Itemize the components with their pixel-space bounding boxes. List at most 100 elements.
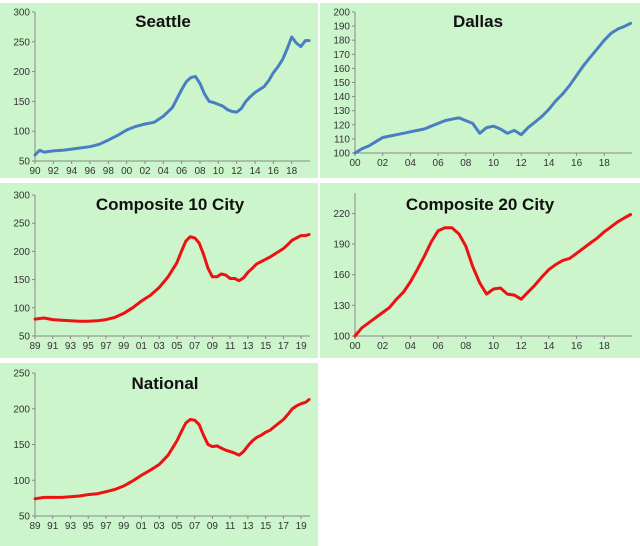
y-tick-label: 200: [333, 8, 350, 19]
y-tick-label: 100: [333, 332, 350, 343]
x-tick-label: 12: [516, 341, 528, 352]
x-tick-label: 90: [29, 166, 41, 177]
x-tick-label: 89: [29, 521, 41, 532]
x-tick-label: 94: [66, 166, 78, 177]
x-tick-label: 93: [65, 521, 77, 532]
y-tick-label: 50: [19, 332, 31, 343]
y-tick-label: 200: [13, 67, 30, 78]
x-tick-label: 91: [47, 521, 59, 532]
x-tick-label: 10: [488, 341, 500, 352]
y-tick-label: 100: [13, 476, 30, 487]
chart-title: Composite 20 City: [406, 195, 555, 214]
x-tick-label: 02: [377, 341, 389, 352]
x-tick-label: 98: [103, 166, 115, 177]
x-tick-label: 16: [268, 166, 280, 177]
x-tick-label: 08: [194, 166, 206, 177]
y-tick-label: 300: [13, 8, 30, 19]
series-line: [33, 35, 311, 157]
x-tick-label: 06: [176, 166, 188, 177]
x-tick-label: 95: [83, 521, 95, 532]
y-tick-label: 100: [13, 303, 30, 314]
y-tick-label: 150: [333, 78, 350, 89]
x-tick-label: 16: [571, 158, 583, 169]
x-tick-label: 14: [543, 158, 555, 169]
x-tick-label: 00: [349, 341, 361, 352]
series-line: [353, 21, 633, 155]
x-tick-label: 04: [405, 158, 417, 169]
x-tick-label: 00: [349, 158, 361, 169]
y-tick-label: 220: [333, 209, 350, 220]
x-tick-label: 15: [260, 521, 272, 532]
x-tick-label: 19: [296, 341, 308, 352]
x-tick-label: 02: [139, 166, 151, 177]
x-tick-label: 17: [278, 521, 290, 532]
x-tick-label: 11: [225, 341, 236, 352]
y-tick-label: 200: [13, 247, 30, 258]
x-tick-label: 07: [189, 521, 201, 532]
chart-svg: 50 100 150 200 250 300 90 92 94 96 98 00 02 04 06 08 10 1…: [13, 8, 311, 177]
y-tick-label: 160: [333, 64, 350, 75]
x-tick-label: 01: [136, 521, 148, 532]
series-line: [353, 213, 633, 338]
x-tick-label: 16: [571, 341, 583, 352]
y-tick-label: 190: [333, 22, 350, 33]
y-tick-label: 130: [333, 301, 350, 312]
y-tick-label: 120: [333, 120, 350, 131]
chart-composite-20-city: 100 130 160 190 220 00 02 04 06 08 10 12 14 16 18 Compo…: [320, 183, 640, 358]
x-tick-label: 11: [225, 521, 236, 532]
x-tick-label: 99: [118, 521, 130, 532]
x-tick-label: 04: [405, 341, 417, 352]
x-tick-label: 02: [377, 158, 389, 169]
x-tick-label: 19: [296, 521, 308, 532]
series-line: [33, 233, 311, 323]
y-tick-label: 250: [13, 219, 30, 230]
x-tick-label: 09: [207, 521, 219, 532]
x-tick-label: 89: [29, 341, 41, 352]
x-tick-label: 97: [100, 521, 112, 532]
x-tick-label: 15: [260, 341, 272, 352]
y-tick-label: 150: [13, 275, 30, 286]
x-tick-label: 03: [154, 521, 166, 532]
y-tick-label: 250: [13, 369, 30, 380]
y-tick-label: 100: [13, 127, 30, 138]
y-tick-label: 150: [13, 97, 30, 108]
chart-dallas: 100 110 120 130 140 150 160 170 180 190 200 00 02 04 0…: [320, 3, 640, 178]
x-tick-label: 06: [433, 341, 445, 352]
x-tick-label: 18: [599, 158, 611, 169]
x-tick-label: 17: [278, 341, 290, 352]
x-tick-label: 04: [158, 166, 170, 177]
chart-title: Composite 10 City: [96, 195, 245, 214]
x-tick-label: 01: [136, 341, 148, 352]
y-tick-label: 170: [333, 50, 350, 61]
x-tick-label: 99: [118, 341, 130, 352]
chart-title: Dallas: [453, 12, 503, 31]
x-tick-label: 12: [231, 166, 243, 177]
x-tick-label: 03: [154, 341, 166, 352]
chart-national: 50 100 150 200 250 89 91 93 95 97 99 01 03 05 07 09 11 13…: [0, 363, 318, 546]
chart-svg: 50 100 150 200 250 89 91 93 95 97 99 01 03 05 07 09 11 13…: [13, 369, 311, 532]
y-tick-label: 250: [13, 37, 30, 48]
x-tick-label: 07: [189, 341, 201, 352]
x-tick-label: 97: [100, 341, 112, 352]
chart-composite-10-city: 50 100 150 200 250 300 89 91 93 95 97 99 01 03 05 07 09 1…: [0, 183, 318, 358]
x-tick-label: 00: [121, 166, 133, 177]
x-tick-label: 13: [242, 521, 254, 532]
x-tick-label: 14: [543, 341, 555, 352]
x-tick-label: 09: [207, 341, 219, 352]
series-line: [33, 398, 311, 501]
chart-svg: 100 130 160 190 220 00 02 04 06 08 10 12 14 16 18 Compo…: [333, 193, 633, 352]
chart-svg: 50 100 150 200 250 300 89 91 93 95 97 99 01 03 05 07 09 1…: [13, 191, 311, 352]
y-tick-label: 130: [333, 106, 350, 117]
y-tick-label: 140: [333, 92, 350, 103]
y-tick-label: 50: [19, 157, 31, 168]
x-tick-label: 93: [65, 341, 77, 352]
chart-svg: 100 110 120 130 140 150 160 170 180 190 200 00 02 04 0…: [333, 8, 633, 169]
x-tick-label: 96: [84, 166, 96, 177]
x-tick-label: 92: [48, 166, 60, 177]
x-tick-label: 95: [83, 341, 95, 352]
chart-title: National: [131, 374, 198, 393]
y-tick-label: 150: [13, 440, 30, 451]
y-tick-label: 160: [333, 270, 350, 281]
x-tick-label: 06: [433, 158, 445, 169]
y-tick-label: 100: [333, 149, 350, 160]
